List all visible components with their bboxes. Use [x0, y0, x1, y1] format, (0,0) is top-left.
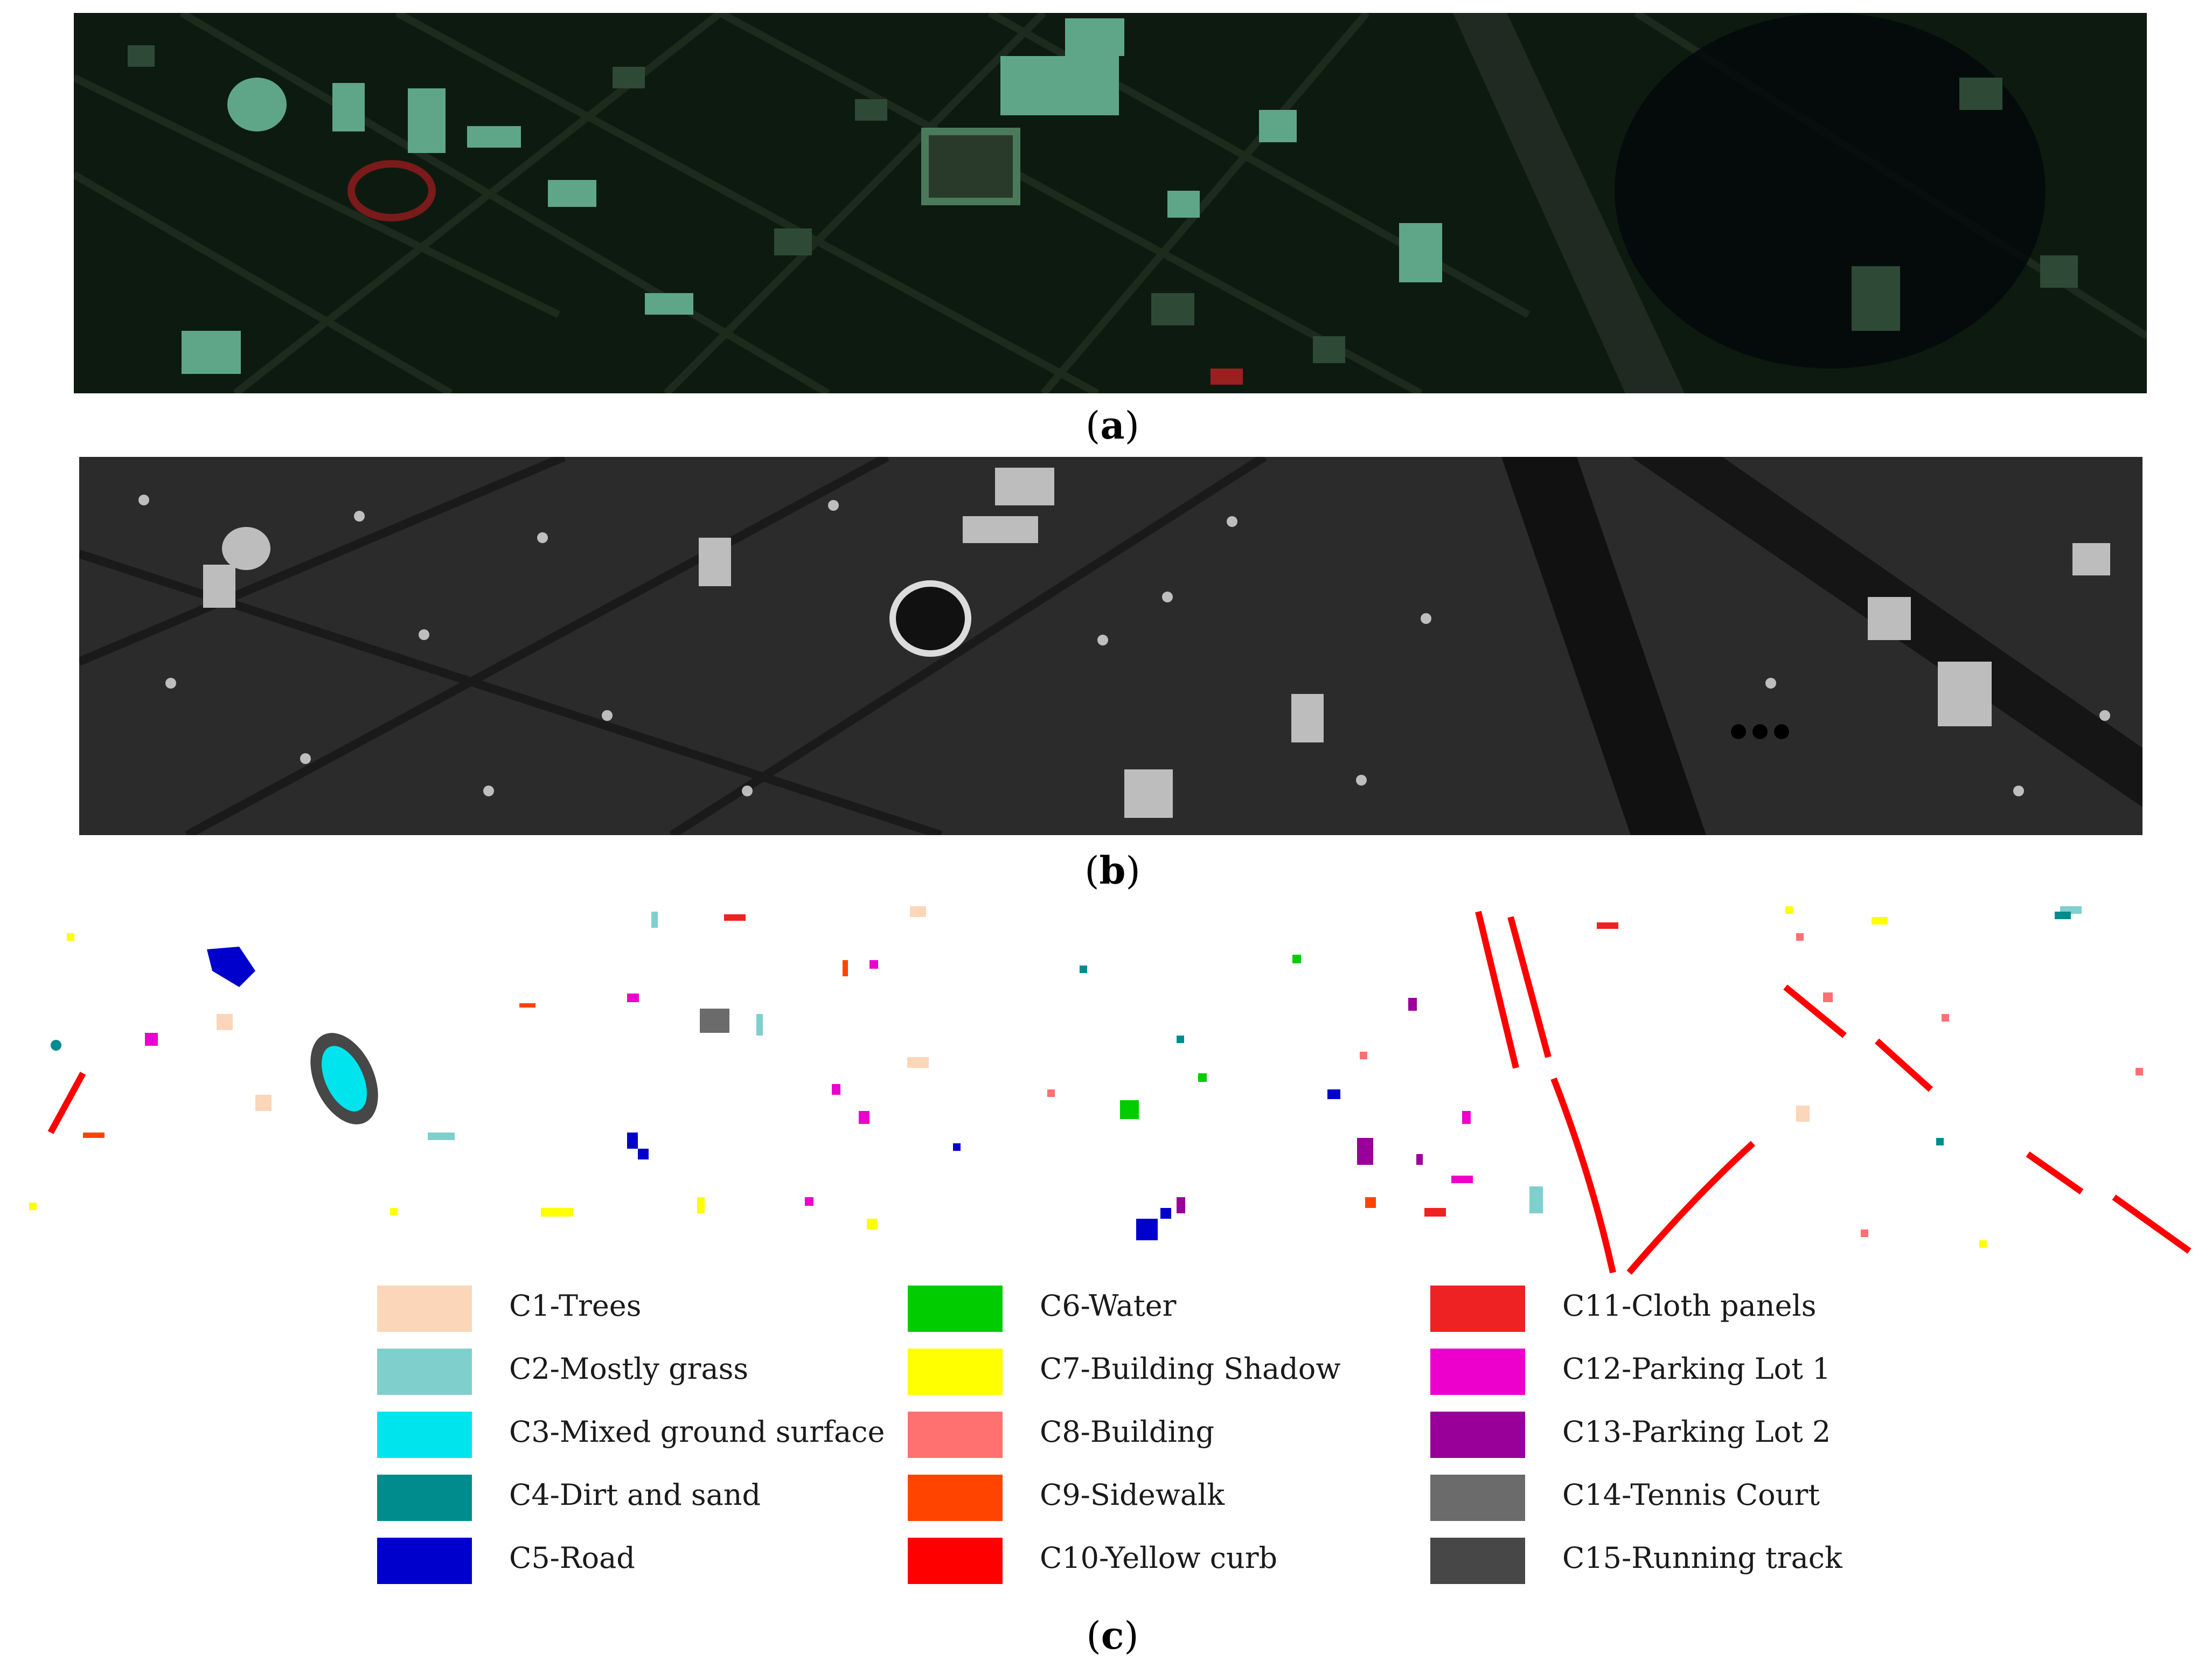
- legend-swatch: [377, 1538, 472, 1584]
- legend-label: C4-Dirt and sand: [509, 1478, 761, 1512]
- lidar-image-drawing: [79, 457, 2143, 835]
- lidar-image: [79, 457, 2143, 835]
- legend-swatch: [908, 1475, 1003, 1521]
- legend-item-c6: C6-Water: [908, 1282, 1425, 1345]
- legend-swatch: [1430, 1349, 1525, 1395]
- legend-swatch: [1430, 1475, 1525, 1521]
- legend-item-c3: C3-Mixed ground surface: [377, 1408, 894, 1471]
- legend-label: C1-Trees: [509, 1289, 642, 1323]
- caption-b: (b): [1084, 848, 1140, 893]
- legend-label: C7-Building Shadow: [1040, 1352, 1341, 1386]
- legend-label: C10-Yellow curb: [1040, 1541, 1278, 1575]
- hyperspectral-image-drawing: [74, 13, 2147, 393]
- legend-item-c15: C15-Running track: [1430, 1534, 1947, 1597]
- legend-swatch: [377, 1475, 472, 1521]
- legend-swatch: [1430, 1412, 1525, 1458]
- legend-swatch: [908, 1349, 1003, 1395]
- legend-swatch: [377, 1349, 472, 1395]
- legend-item-c9: C9-Sidewalk: [908, 1471, 1425, 1534]
- legend-label: C14-Tennis Court: [1562, 1478, 1820, 1512]
- legend-item-c1: C1-Trees: [377, 1282, 894, 1345]
- legend-swatch: [377, 1286, 472, 1332]
- legend-label: C15-Running track: [1562, 1541, 1842, 1575]
- class-legend: C1-Trees C2-Mostly grass C3-Mixed ground…: [377, 1282, 1993, 1600]
- legend-label: C3-Mixed ground surface: [509, 1415, 885, 1449]
- legend-label: C11-Cloth panels: [1562, 1289, 1817, 1323]
- legend-item-c8: C8-Building: [908, 1408, 1425, 1471]
- caption-a: (a): [1086, 403, 1139, 448]
- legend-item-c2: C2-Mostly grass: [377, 1345, 894, 1408]
- legend-label: C12-Parking Lot 1: [1562, 1352, 1831, 1386]
- legend-label: C6-Water: [1040, 1289, 1177, 1323]
- caption-c: (c): [1086, 1613, 1139, 1658]
- ground-truth-map-drawing: [13, 895, 2200, 1283]
- legend-item-c12: C12-Parking Lot 1: [1430, 1345, 1947, 1408]
- legend-swatch: [1430, 1538, 1525, 1584]
- legend-label: C5-Road: [509, 1541, 635, 1575]
- legend-item-c7: C7-Building Shadow: [908, 1345, 1425, 1408]
- legend-swatch: [377, 1412, 472, 1458]
- legend-item-c10: C10-Yellow curb: [908, 1534, 1425, 1597]
- legend-label: C13-Parking Lot 2: [1562, 1415, 1831, 1449]
- legend-label: C2-Mostly grass: [509, 1352, 749, 1386]
- legend-swatch: [908, 1412, 1003, 1458]
- legend-column-2: C6-Water C7-Building Shadow C8-Building …: [908, 1282, 1425, 1597]
- legend-swatch: [908, 1286, 1003, 1332]
- legend-swatch: [908, 1538, 1003, 1584]
- hyperspectral-image: [74, 13, 2147, 393]
- legend-column-3: C11-Cloth panels C12-Parking Lot 1 C13-P…: [1430, 1282, 1947, 1597]
- legend-item-c14: C14-Tennis Court: [1430, 1471, 1947, 1534]
- legend-column-1: C1-Trees C2-Mostly grass C3-Mixed ground…: [377, 1282, 894, 1597]
- legend-swatch: [1430, 1286, 1525, 1332]
- legend-label: C9-Sidewalk: [1040, 1478, 1225, 1512]
- legend-label: C8-Building: [1040, 1415, 1215, 1449]
- legend-item-c13: C13-Parking Lot 2: [1430, 1408, 1947, 1471]
- ground-truth-map: [13, 895, 2200, 1283]
- legend-item-c5: C5-Road: [377, 1534, 894, 1597]
- legend-item-c4: C4-Dirt and sand: [377, 1471, 894, 1534]
- legend-item-c11: C11-Cloth panels: [1430, 1282, 1947, 1345]
